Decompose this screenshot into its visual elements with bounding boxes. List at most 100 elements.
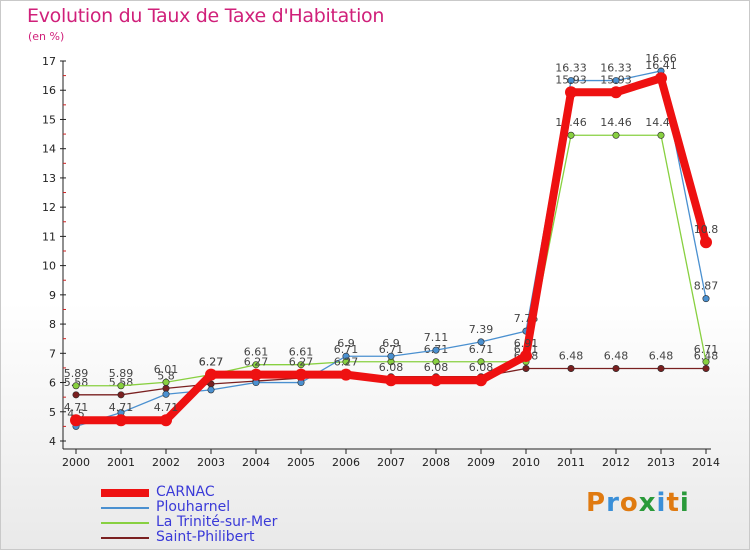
- y-tick-label: 14: [42, 143, 56, 156]
- x-tick-label: 2011: [557, 456, 585, 469]
- data-point-carnac: [520, 349, 532, 362]
- data-point-la-trinit-sur-mer: [567, 131, 575, 139]
- data-point-plouharnel: [342, 352, 350, 360]
- data-label-carnac: 16.41: [645, 59, 677, 72]
- data-label-plouharnel: 8.87: [694, 280, 719, 293]
- data-point-la-trinit-sur-mer: [297, 361, 305, 369]
- x-tick-label: 2001: [107, 456, 135, 469]
- data-point-la-trinit-sur-mer: [477, 358, 485, 366]
- data-point-plouharnel: [612, 77, 620, 85]
- y-tick-label: 13: [42, 172, 56, 185]
- logo-letter: o: [619, 488, 639, 518]
- data-point-la-trinit-sur-mer: [117, 382, 125, 390]
- data-point-carnac: [385, 374, 397, 387]
- x-tick-label: 2008: [422, 456, 450, 469]
- logo-letter: x: [638, 488, 657, 518]
- legend-swatch: [101, 522, 149, 524]
- proxiti-logo: Proxiti: [586, 488, 690, 518]
- data-label-saint-philibert: 6.48: [649, 350, 674, 363]
- data-point-saint-philibert: [72, 391, 80, 399]
- data-label-carnac: 6.27: [244, 356, 269, 369]
- data-point-carnac: [295, 368, 307, 381]
- data-point-plouharnel: [162, 390, 170, 398]
- data-point-carnac: [565, 86, 577, 99]
- logo-letter: r: [606, 488, 620, 518]
- data-label-la-trinit-sur-mer: 6.71: [334, 343, 359, 356]
- data-point-saint-philibert: [612, 365, 620, 373]
- data-label-carnac: 6.27: [289, 356, 314, 369]
- data-label-carnac: 4.71: [109, 401, 134, 414]
- x-tick-label: 2002: [152, 456, 180, 469]
- data-point-la-trinit-sur-mer: [72, 382, 80, 390]
- chart-unit-label: (en %): [28, 30, 65, 43]
- legend-item: Saint-Philibert: [101, 529, 361, 546]
- legend-item: Plouharnel: [101, 499, 361, 516]
- data-point-saint-philibert: [162, 384, 170, 392]
- legend-label: CARNAC: [156, 484, 215, 500]
- data-point-plouharnel: [567, 77, 575, 85]
- logo-letter: i: [656, 488, 667, 518]
- y-tick-label: 9: [49, 289, 56, 302]
- chart-legend: CARNAC Plouharnel La Trinité-sur-Mer Saint-…: [101, 484, 361, 546]
- data-point-saint-philibert: [702, 365, 710, 373]
- x-tick-label: 2007: [377, 456, 405, 469]
- data-label-saint-philibert: 6.48: [604, 350, 629, 363]
- data-point-carnac: [160, 414, 172, 427]
- data-point-carnac: [610, 86, 622, 99]
- y-tick-label: 4: [49, 435, 56, 448]
- data-label-la-trinit-sur-mer: 14.46: [555, 116, 587, 129]
- data-label-la-trinit-sur-mer: 6.61: [244, 346, 269, 359]
- data-label-la-trinit-sur-mer: 6.71: [379, 343, 404, 356]
- data-label-saint-philibert: 6.48: [694, 350, 719, 363]
- data-label-plouharnel: 16.33: [600, 62, 632, 75]
- y-tick-label: 17: [42, 55, 56, 68]
- data-label-carnac: 10.8: [694, 223, 719, 236]
- y-tick-label: 5: [49, 406, 56, 419]
- data-point-saint-philibert: [567, 365, 575, 373]
- data-point-la-trinit-sur-mer: [657, 131, 665, 139]
- data-point-carnac: [205, 368, 217, 381]
- data-label-carnac: 6.08: [379, 361, 404, 374]
- x-tick-label: 2000: [62, 456, 90, 469]
- data-label-la-trinit-sur-mer: 6.27: [199, 356, 224, 369]
- data-point-carnac: [115, 414, 127, 427]
- legend-item: CARNAC: [101, 484, 361, 501]
- y-tick-label: 6: [49, 377, 56, 390]
- legend-swatch: [101, 489, 149, 497]
- x-tick-label: 2012: [602, 456, 630, 469]
- data-label-saint-philibert: 6.48: [559, 350, 584, 363]
- data-label-la-trinit-sur-mer: 14.46: [600, 116, 632, 129]
- logo-letter: i: [679, 488, 690, 518]
- legend-swatch: [101, 537, 149, 539]
- data-label-la-trinit-sur-mer: 5.89: [109, 367, 134, 380]
- legend-swatch: [101, 507, 149, 509]
- data-label-la-trinit-sur-mer: 6.71: [694, 343, 719, 356]
- data-label-la-trinit-sur-mer: 6.61: [289, 346, 314, 359]
- data-point-carnac: [430, 374, 442, 387]
- data-point-plouharnel: [477, 338, 485, 346]
- data-point-plouharnel: [387, 352, 395, 360]
- data-point-plouharnel: [207, 386, 215, 394]
- data-label-carnac: 15.93: [600, 73, 632, 86]
- data-point-la-trinit-sur-mer: [162, 378, 170, 386]
- x-tick-label: 2006: [332, 456, 360, 469]
- data-label-carnac: 6.91: [514, 337, 539, 350]
- data-label-carnac: 4.71: [154, 401, 179, 414]
- data-label-la-trinit-sur-mer: 6.71: [469, 343, 494, 356]
- data-point-plouharnel: [432, 346, 440, 354]
- y-tick-label: 10: [42, 260, 56, 273]
- x-tick-label: 2014: [692, 456, 720, 469]
- x-tick-label: 2003: [197, 456, 225, 469]
- y-tick-label: 12: [42, 201, 56, 214]
- data-label-saint-philibert: 5.8: [157, 369, 175, 382]
- data-label-la-trinit-sur-mer: 5.89: [64, 367, 89, 380]
- legend-label: Saint-Philibert: [156, 529, 255, 545]
- data-label-carnac: 6.08: [424, 361, 449, 374]
- data-point-saint-philibert: [117, 391, 125, 399]
- legend-item: La Trinité-sur-Mer: [101, 514, 361, 531]
- data-label-carnac: 6.08: [469, 361, 494, 374]
- y-tick-label: 11: [42, 230, 56, 243]
- data-point-carnac: [655, 72, 667, 85]
